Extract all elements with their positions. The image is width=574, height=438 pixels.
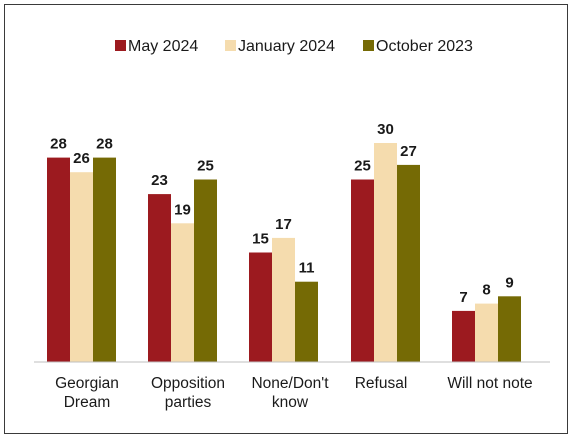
data-label: 15 — [252, 231, 269, 248]
data-label: 28 — [50, 136, 67, 153]
bar — [397, 164, 420, 362]
category-labels: Georgian Dream Opposition parties None/Don't… — [55, 375, 533, 411]
legend: May 2024 January 2024 October 2023 — [115, 38, 473, 55]
legend-label: October 2023 — [376, 38, 473, 55]
data-label: 25 — [197, 158, 214, 175]
bars — [47, 143, 521, 362]
data-label: 9 — [505, 274, 513, 291]
data-label: 7 — [459, 289, 467, 306]
legend-label: January 2024 — [238, 38, 335, 55]
bar — [194, 179, 217, 362]
bar — [70, 172, 93, 362]
category-label: parties — [165, 394, 212, 411]
data-label: 26 — [73, 150, 90, 167]
data-label: 23 — [151, 172, 168, 189]
bar — [452, 310, 475, 362]
category-label: Opposition — [151, 375, 225, 392]
bar — [272, 237, 295, 362]
legend-swatch — [363, 40, 374, 51]
bar — [498, 296, 521, 362]
data-label: 28 — [96, 136, 113, 153]
category-label: None/Don't — [251, 375, 329, 392]
bar — [475, 303, 498, 362]
bar — [171, 223, 194, 362]
bar — [351, 179, 374, 362]
category-label: know — [272, 394, 309, 411]
data-label: 11 — [299, 260, 315, 277]
bar — [47, 157, 70, 362]
data-label: 27 — [400, 143, 417, 160]
bar — [249, 252, 272, 362]
data-label: 8 — [482, 282, 490, 299]
bar — [148, 194, 171, 362]
legend-swatch — [115, 40, 126, 51]
category-label: Will not note — [447, 375, 532, 392]
category-label: Dream — [64, 394, 111, 411]
bar — [295, 281, 318, 362]
value-labels: 28 26 28 23 19 25 15 17 11 25 30 27 7 8 9 — [50, 121, 514, 306]
category-label: Refusal — [355, 375, 408, 392]
legend-swatch — [225, 40, 236, 51]
data-label: 30 — [377, 121, 394, 138]
category-label: Georgian — [55, 375, 119, 392]
data-label: 17 — [275, 216, 292, 233]
bar — [374, 143, 397, 362]
legend-label: May 2024 — [128, 38, 198, 55]
bar — [93, 157, 116, 362]
data-label: 19 — [174, 201, 191, 218]
data-label: 25 — [354, 158, 371, 175]
